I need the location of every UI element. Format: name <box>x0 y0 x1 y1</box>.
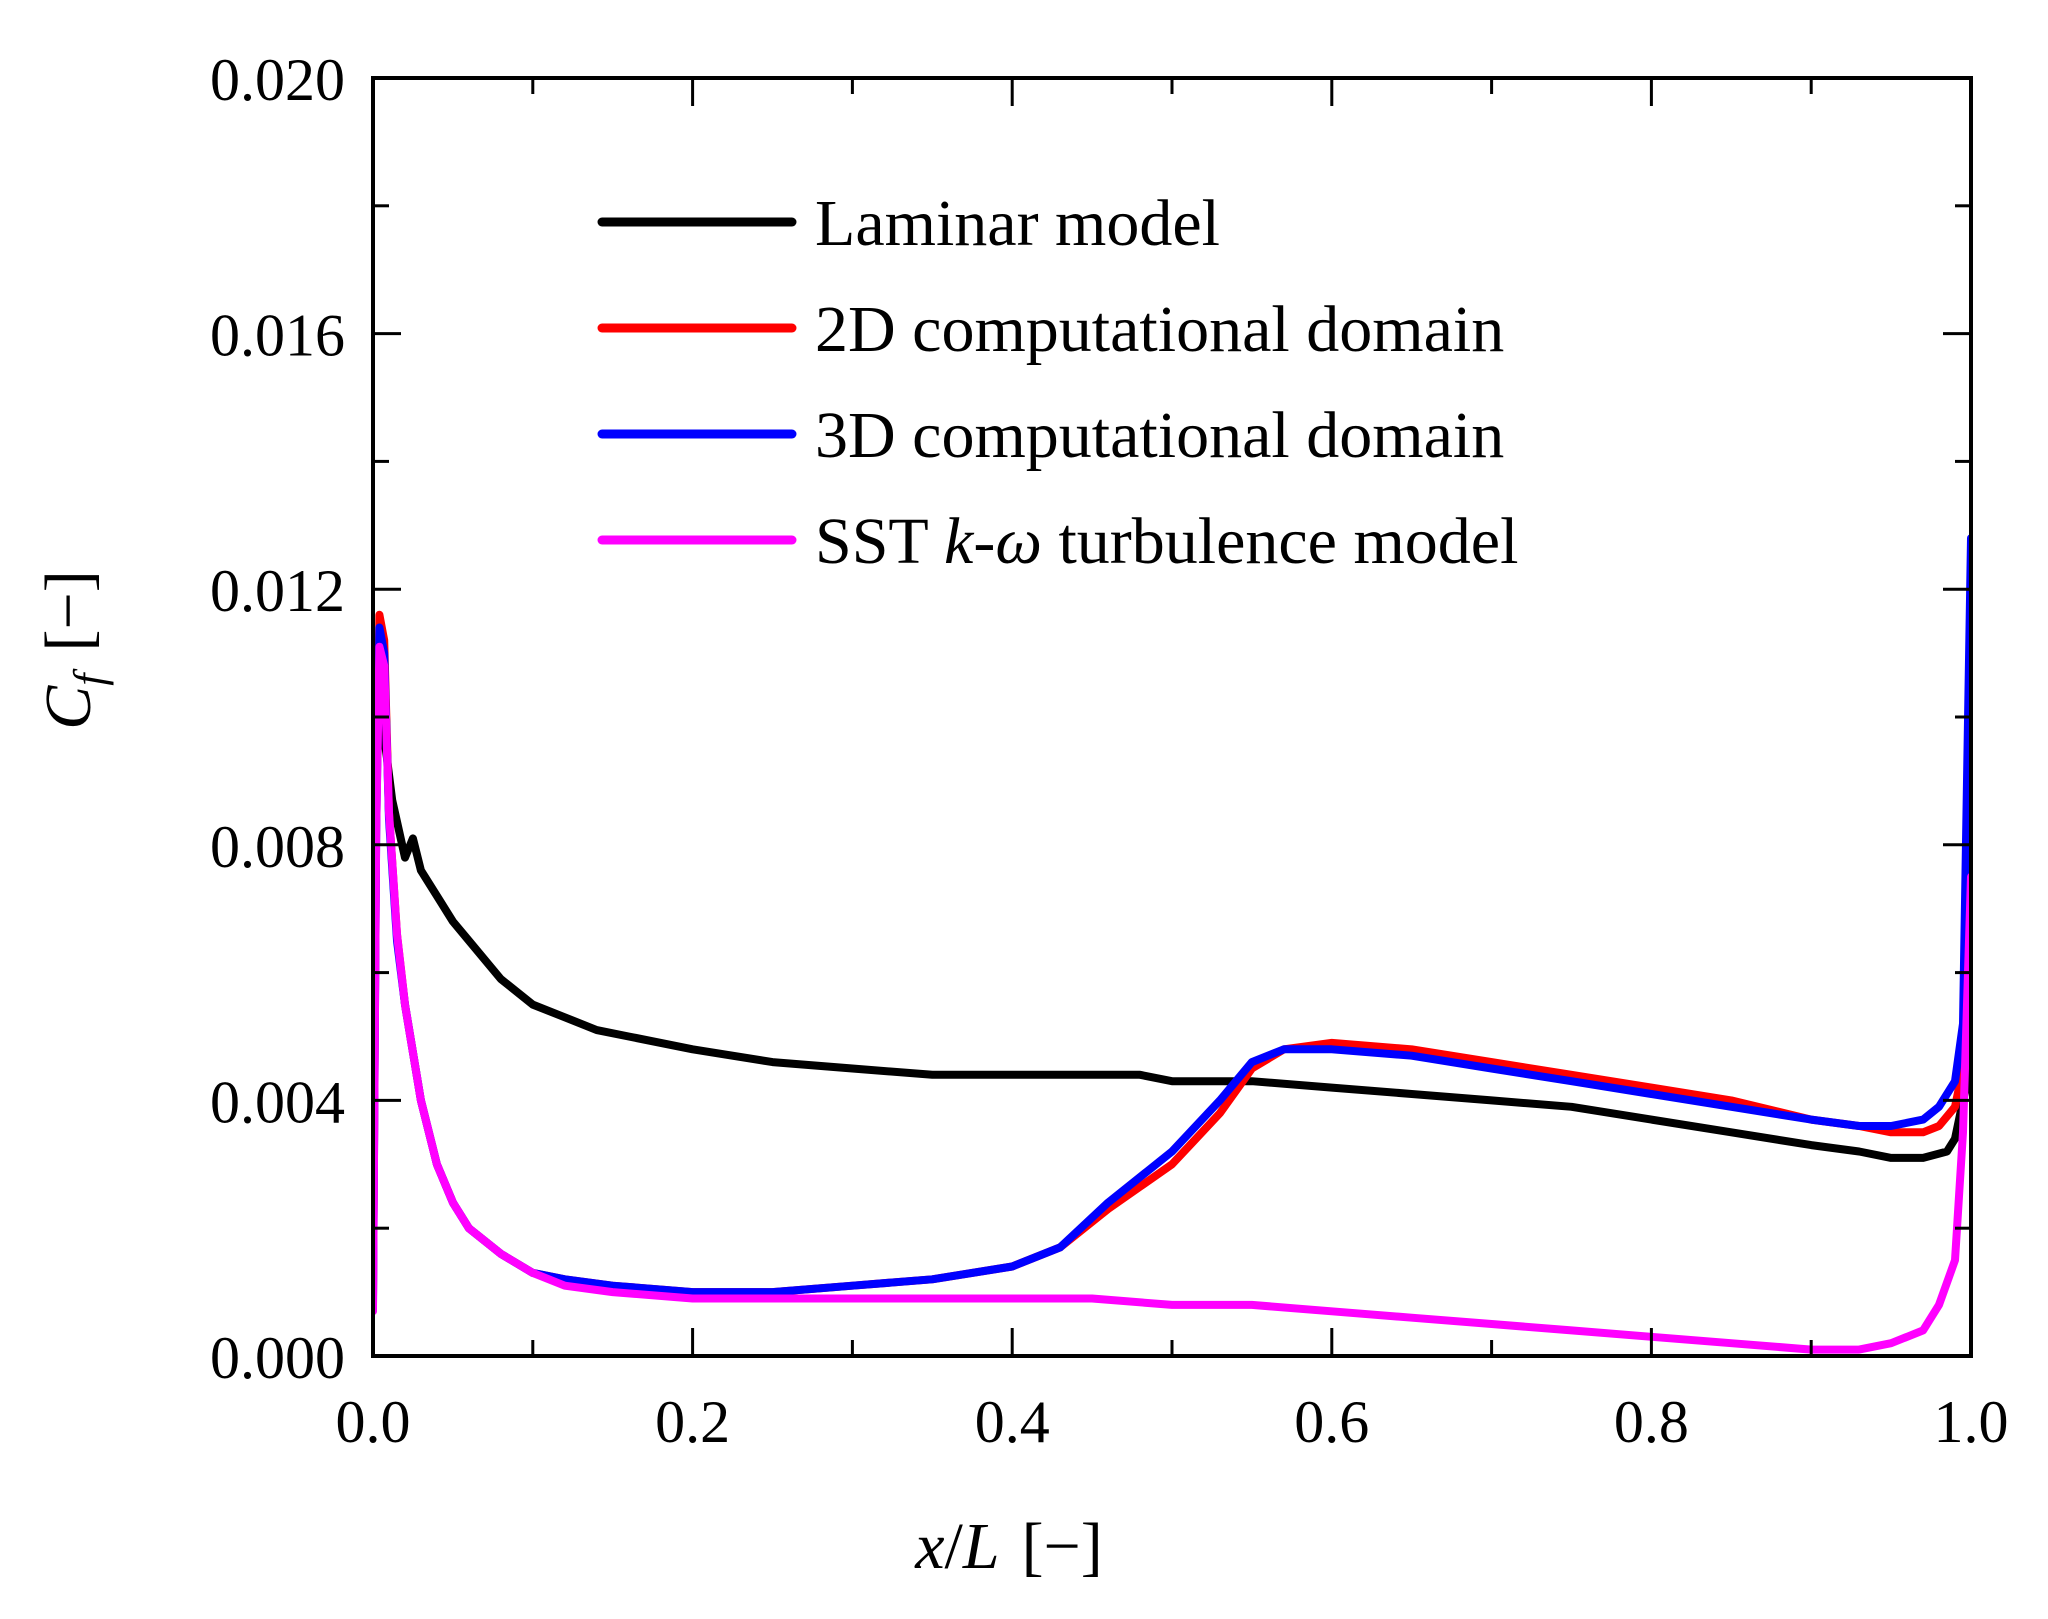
x-tick-label: 0.6 <box>1294 1389 1369 1455</box>
series-line-3 <box>371 534 1973 1309</box>
y-tick-label: 0.004 <box>210 1069 345 1135</box>
legend-label-4: SST k-ω turbulence model <box>815 505 1518 578</box>
legend-label-part: turbulence model <box>1042 505 1519 578</box>
y-tick-label: 0.012 <box>210 558 345 624</box>
x-axis-unit: [−] <box>1022 1510 1103 1583</box>
x-tick-label: 0.0 <box>336 1389 411 1455</box>
legend: Laminar model 2D computational domain 3D c… <box>597 187 1518 578</box>
y-axis-title: Cf [−] <box>32 570 114 729</box>
legend-label-2: 2D computational domain <box>815 293 1504 366</box>
x-tick-label: 0.2 <box>655 1389 730 1455</box>
y-tick-label: 0.016 <box>210 303 345 369</box>
x-axis-title: x/L [−] <box>914 1510 1103 1583</box>
y-tick-label: 0.020 <box>210 47 345 113</box>
plot-frame <box>371 76 1973 1358</box>
y-tick-label: 0.000 <box>210 1325 345 1391</box>
legend-label-part: - <box>973 505 995 578</box>
legend-label-1: Laminar model <box>815 187 1220 260</box>
legend-label-part: 2D computational domain <box>815 293 1504 366</box>
y-tick-labels: 0.000 0.004 0.008 0.012 0.016 0.020 <box>210 47 345 1391</box>
legend-label-part: ω <box>995 505 1042 578</box>
x-axis-sep: / <box>945 1510 964 1583</box>
legend-label-3: 3D computational domain <box>815 399 1504 472</box>
legend-label-part: Laminar model <box>815 187 1220 260</box>
y-tick-label: 0.008 <box>210 814 345 880</box>
y-axis-sub: f <box>65 668 114 686</box>
series-layer <box>371 534 1973 1354</box>
legend-label-part: k <box>944 505 975 578</box>
y-axis-var: C <box>32 685 105 730</box>
x-tick-label: 0.4 <box>975 1389 1050 1455</box>
x-axis-var: x <box>914 1510 944 1583</box>
legend-label-part: SST <box>815 505 944 578</box>
x-tick-labels: 0.0 0.2 0.4 0.6 0.8 1.0 <box>336 1389 2009 1455</box>
x-tick-label: 1.0 <box>1934 1389 2009 1455</box>
y-axis-unit: [−] <box>32 570 105 651</box>
series-line-2 <box>371 610 1973 1303</box>
legend-label-part: 3D computational domain <box>815 399 1504 472</box>
series-line-4 <box>371 642 1973 1354</box>
series-line-1 <box>371 700 1973 1162</box>
x-axis-var2: L <box>962 1510 1000 1583</box>
x-tick-label: 0.8 <box>1614 1389 1689 1455</box>
